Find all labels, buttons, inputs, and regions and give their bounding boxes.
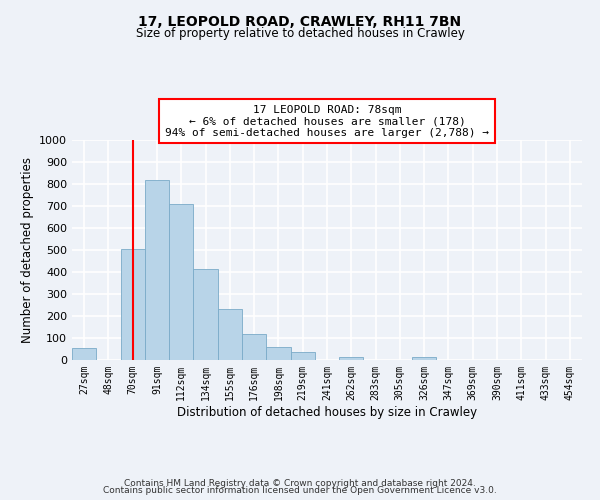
Bar — [412, 357, 436, 360]
Bar — [290, 352, 315, 360]
Text: Contains public sector information licensed under the Open Government Licence v3: Contains public sector information licen… — [103, 486, 497, 495]
Bar — [339, 357, 364, 360]
Text: Size of property relative to detached houses in Crawley: Size of property relative to detached ho… — [136, 28, 464, 40]
Bar — [242, 334, 266, 360]
Bar — [218, 310, 242, 360]
Bar — [266, 348, 290, 360]
X-axis label: Distribution of detached houses by size in Crawley: Distribution of detached houses by size … — [177, 406, 477, 418]
Bar — [72, 348, 96, 360]
Y-axis label: Number of detached properties: Number of detached properties — [20, 157, 34, 343]
Text: 17, LEOPOLD ROAD, CRAWLEY, RH11 7BN: 17, LEOPOLD ROAD, CRAWLEY, RH11 7BN — [139, 15, 461, 29]
Bar — [193, 268, 218, 360]
Bar — [145, 180, 169, 360]
Text: 17 LEOPOLD ROAD: 78sqm
← 6% of detached houses are smaller (178)
94% of semi-det: 17 LEOPOLD ROAD: 78sqm ← 6% of detached … — [165, 104, 489, 138]
Text: Contains HM Land Registry data © Crown copyright and database right 2024.: Contains HM Land Registry data © Crown c… — [124, 478, 476, 488]
Bar — [169, 204, 193, 360]
Bar — [121, 249, 145, 360]
